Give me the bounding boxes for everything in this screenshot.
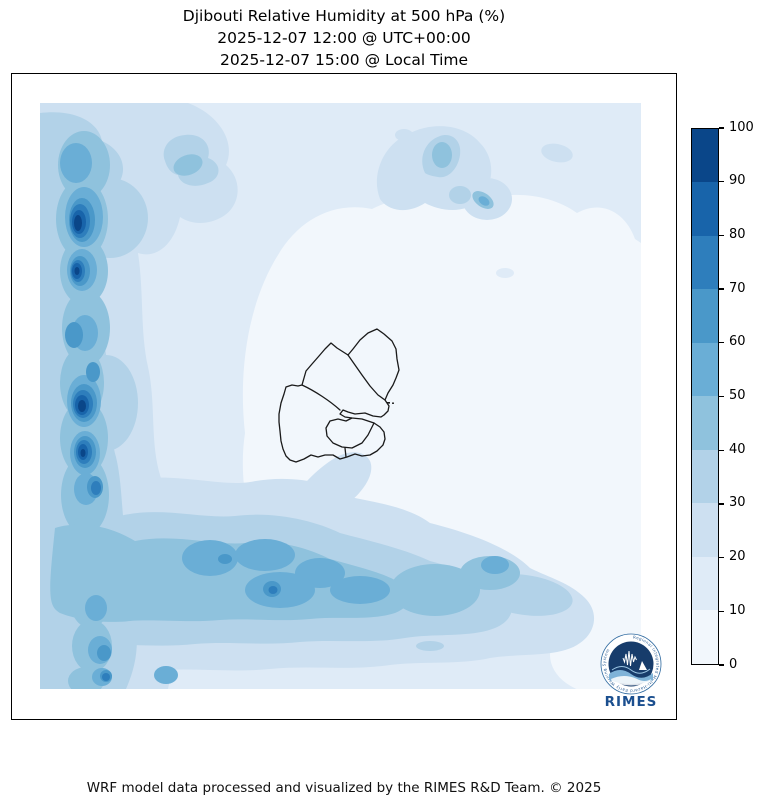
colorbar: 100 90 80 70 60 50 40 30 20 10 0 [691, 120, 754, 672]
map-frame: Regional Integrated Multi-Hazard Early W… [11, 73, 677, 720]
footer-credit: WRF model data processed and visualized … [86, 780, 602, 796]
colorbar-segment [692, 129, 718, 183]
colorbar-tick-label: 80 [729, 226, 746, 242]
logo-wave-line [611, 666, 651, 674]
logo-seismogram-icon [622, 650, 637, 667]
colorbar-tick-label: 0 [729, 656, 738, 672]
colorbar-segment [692, 342, 718, 397]
colorbar-segment [692, 449, 718, 504]
colorbar-tick-label: 40 [729, 441, 746, 457]
colorbar-segment [692, 610, 718, 665]
figure-title: Djibouti Relative Humidity at 500 hPa (%… [11, 5, 677, 71]
colorbar-tick [719, 234, 724, 237]
rimes-wordmark: RIMES [605, 694, 658, 710]
colorbar-segment [692, 289, 718, 344]
contour-plot-svg [40, 103, 641, 689]
colorbar-tick [719, 395, 724, 398]
colorbar-tick-label: 70 [729, 280, 746, 296]
rimes-logo: Regional Integrated Multi-Hazard Early W… [600, 633, 662, 710]
logo-wave-crest [611, 676, 651, 686]
colorbar-segment [692, 503, 718, 558]
colorbar-segment [692, 396, 718, 451]
island-dot [392, 402, 394, 404]
colorbar-segment [692, 182, 718, 237]
colorbar-tick-label: 60 [729, 334, 746, 350]
colorbar-tick [719, 556, 724, 559]
logo-sail-icon [639, 661, 647, 670]
colorbar-segment [692, 556, 718, 611]
country-outline [278, 328, 400, 463]
colorbar-tick [719, 449, 724, 451]
colorbar-tick [719, 503, 724, 505]
colorbar-tick-label: 10 [729, 602, 746, 618]
figure-title-line3: 2025-12-07 15:00 @ Local Time [219, 51, 469, 69]
colorbar-tick [719, 288, 724, 290]
colorbar-tick [719, 127, 724, 129]
colorbar-tick [719, 610, 724, 612]
colorbar-tick-label: 50 [729, 388, 746, 403]
figure-title-line2: 2025-12-07 12:00 @ UTC+00:00 [217, 29, 471, 47]
colorbar-segment [692, 235, 718, 290]
colorbar-tick [719, 181, 724, 183]
island-dot [387, 402, 390, 404]
colorbar-tick [719, 342, 724, 344]
colorbar-tick [719, 664, 724, 666]
colorbar-tick-label: 20 [729, 549, 746, 565]
colorbar-tick-label: 30 [729, 495, 746, 511]
figure-title-line1: Djibouti Relative Humidity at 500 hPa (%… [182, 7, 506, 25]
colorbar-tick-label: 100 [729, 119, 754, 135]
colorbar-bar [691, 128, 719, 665]
colorbar-tick-label: 90 [729, 173, 746, 189]
